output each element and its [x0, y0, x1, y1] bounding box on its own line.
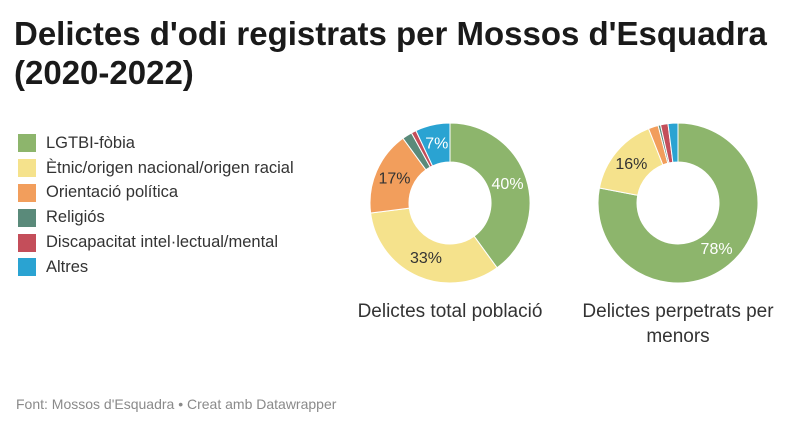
legend-swatch	[18, 233, 36, 252]
legend-label: Orientació política	[46, 183, 179, 202]
slice-value-label: 17%	[378, 170, 410, 187]
legend-item: Ètnic/origen nacional/origen racial	[18, 156, 294, 181]
legend-swatch	[18, 134, 36, 153]
footer-separator: •	[178, 396, 184, 412]
legend-label: LGTBI-fòbia	[46, 133, 135, 152]
legend-label: Ètnic/origen nacional/origen racial	[46, 158, 294, 177]
legend-item: Religiós	[18, 205, 294, 230]
chart-caption-minors: Delictes perpetrats per menors	[582, 301, 774, 347]
legend-item: LGTBI-fòbia	[18, 131, 294, 156]
slice-value-label: 16%	[615, 156, 647, 173]
footer: Font: Mossos d'Esquadra • Creat amb Data…	[16, 396, 336, 412]
legend-swatch	[18, 208, 36, 227]
donut-slice	[667, 122, 679, 163]
slice-value-label: 33%	[410, 250, 442, 267]
slice-value-label: 78%	[701, 241, 733, 258]
credit-link[interactable]: Creat amb Datawrapper	[187, 396, 337, 412]
donut-chart-minors: 78% 16%	[597, 122, 759, 284]
donut-chart-total-population: 40% 33% 17% 7%	[369, 122, 531, 284]
legend-label: Discapacitat intel·lectual/mental	[46, 233, 279, 252]
legend-item: Discapacitat intel·lectual/mental	[18, 230, 294, 255]
legend-label: Religiós	[46, 208, 105, 227]
donut-slice	[370, 207, 498, 284]
slice-value-label: 40%	[492, 176, 524, 193]
legend-swatch	[18, 258, 36, 277]
donut-slice	[449, 122, 531, 269]
chart-title: Delictes d'odi registrats per Mossos d'E…	[14, 15, 767, 91]
donut-slice	[415, 122, 451, 167]
legend-swatch	[18, 183, 36, 202]
legend-item: Altres	[18, 255, 294, 280]
chart-caption-total-population: Delictes total població	[357, 301, 543, 322]
legend-item: Orientació política	[18, 181, 294, 206]
slice-value-label: 7%	[425, 135, 448, 152]
source-note: Font: Mossos d'Esquadra	[16, 396, 175, 412]
legend: LGTBI-fòbia Ètnic/origen nacional/origen …	[18, 131, 294, 280]
donut-slice	[597, 122, 759, 284]
legend-label: Altres	[46, 257, 89, 276]
legend-swatch	[18, 159, 36, 178]
